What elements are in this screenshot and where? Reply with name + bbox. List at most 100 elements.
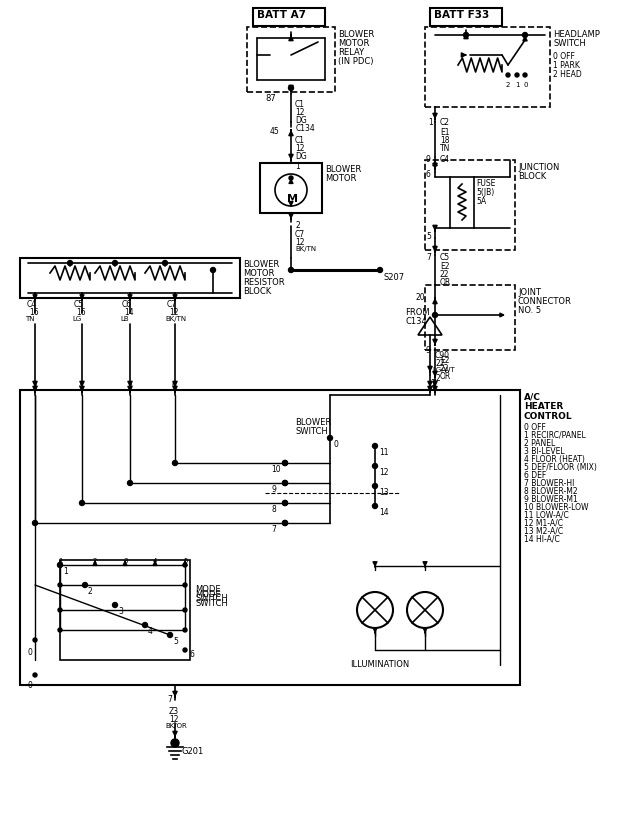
Text: SWITCH: SWITCH xyxy=(295,427,328,436)
Text: 22: 22 xyxy=(440,270,449,279)
Circle shape xyxy=(58,608,62,612)
Text: CONTROL: CONTROL xyxy=(524,412,573,421)
Text: 12: 12 xyxy=(295,144,305,153)
Text: DG: DG xyxy=(295,152,307,161)
Text: 0: 0 xyxy=(28,681,33,690)
Text: BATT A7: BATT A7 xyxy=(257,10,306,20)
Text: 5: 5 xyxy=(426,232,431,241)
Text: CONNECTOR: CONNECTOR xyxy=(518,297,572,306)
Circle shape xyxy=(58,628,62,632)
Text: 7 BLOWER-HI: 7 BLOWER-HI xyxy=(524,479,574,488)
Circle shape xyxy=(289,176,293,180)
Text: 9: 9 xyxy=(271,485,276,494)
Bar xyxy=(260,163,322,213)
Text: 11: 11 xyxy=(379,448,388,457)
Text: TN: TN xyxy=(440,144,451,153)
Text: 2 HEAD: 2 HEAD xyxy=(553,70,582,79)
Text: 1: 1 xyxy=(428,118,433,127)
Text: 1: 1 xyxy=(63,567,68,576)
Text: 11 LOW-A/C: 11 LOW-A/C xyxy=(524,511,569,520)
Circle shape xyxy=(183,648,187,652)
Text: BK/TN: BK/TN xyxy=(165,316,186,322)
Text: 3: 3 xyxy=(32,381,37,390)
Circle shape xyxy=(211,268,216,273)
Bar xyxy=(247,27,335,92)
Bar xyxy=(20,390,520,685)
Text: MOTOR: MOTOR xyxy=(338,39,369,48)
Text: MODE: MODE xyxy=(195,590,221,599)
Circle shape xyxy=(168,632,173,637)
Circle shape xyxy=(143,622,147,627)
Text: 5A: 5A xyxy=(476,197,486,206)
Circle shape xyxy=(282,520,287,525)
Text: OR: OR xyxy=(440,278,451,287)
Text: 7: 7 xyxy=(271,525,276,534)
Text: 1 PARK: 1 PARK xyxy=(553,61,580,70)
Circle shape xyxy=(282,520,287,525)
Bar xyxy=(425,160,515,250)
Text: 4: 4 xyxy=(79,381,84,390)
Circle shape xyxy=(183,583,187,587)
Text: JOINT: JOINT xyxy=(518,288,541,297)
Text: 2: 2 xyxy=(295,221,300,230)
Circle shape xyxy=(113,260,118,265)
Text: RELAY: RELAY xyxy=(338,48,364,57)
Text: 3: 3 xyxy=(118,607,123,616)
Text: 10: 10 xyxy=(271,465,280,474)
Text: BLOWER: BLOWER xyxy=(295,418,332,427)
Text: C7: C7 xyxy=(167,300,177,309)
Text: LB: LB xyxy=(120,316,129,322)
Text: SWITCH: SWITCH xyxy=(195,599,228,608)
Circle shape xyxy=(522,32,527,37)
Text: 22: 22 xyxy=(440,364,449,373)
Bar xyxy=(425,27,550,107)
Text: MOTOR: MOTOR xyxy=(243,269,275,278)
Text: BLOCK: BLOCK xyxy=(518,172,547,181)
Text: 9 BLOWER-M1: 9 BLOWER-M1 xyxy=(524,495,578,504)
Text: 4: 4 xyxy=(153,558,157,564)
Bar xyxy=(450,177,474,228)
Circle shape xyxy=(433,312,438,317)
Circle shape xyxy=(372,504,378,509)
Text: 16: 16 xyxy=(29,308,38,317)
Text: 0: 0 xyxy=(334,440,339,449)
Circle shape xyxy=(183,628,187,632)
Text: FUSE: FUSE xyxy=(476,179,495,188)
Circle shape xyxy=(33,520,38,525)
Text: E2: E2 xyxy=(440,262,449,271)
Text: 0 OFF: 0 OFF xyxy=(553,52,575,61)
Text: C90: C90 xyxy=(435,351,450,360)
Text: 9: 9 xyxy=(426,346,431,355)
Text: 22: 22 xyxy=(435,359,445,368)
Text: 5: 5 xyxy=(183,558,188,564)
Circle shape xyxy=(67,260,72,265)
Text: G201: G201 xyxy=(181,747,204,756)
Bar xyxy=(60,560,190,660)
Text: BLOCK: BLOCK xyxy=(243,287,271,296)
Text: C4: C4 xyxy=(440,155,450,164)
Text: C1: C1 xyxy=(295,136,305,145)
Text: BK/OR: BK/OR xyxy=(165,723,187,729)
Circle shape xyxy=(372,444,378,449)
Text: (IN PDC): (IN PDC) xyxy=(338,57,374,66)
Text: C2: C2 xyxy=(440,118,450,127)
Text: 4 FLOOR (HEAT): 4 FLOOR (HEAT) xyxy=(524,455,585,464)
Text: 7: 7 xyxy=(167,695,172,704)
Text: 12: 12 xyxy=(169,715,179,724)
Circle shape xyxy=(506,73,510,77)
Text: A/C: A/C xyxy=(524,392,541,401)
Text: 6: 6 xyxy=(426,170,431,179)
Bar xyxy=(20,258,240,298)
Text: 4: 4 xyxy=(148,627,153,636)
Text: OR: OR xyxy=(440,372,451,381)
Text: C6: C6 xyxy=(122,300,132,309)
Text: 13 M2-A/C: 13 M2-A/C xyxy=(524,527,563,536)
Text: C4: C4 xyxy=(27,300,37,309)
Text: SWITCH: SWITCH xyxy=(553,39,586,48)
Circle shape xyxy=(275,174,307,206)
Circle shape xyxy=(289,268,294,273)
Text: 10 BLOWER-LOW: 10 BLOWER-LOW xyxy=(524,503,589,512)
Circle shape xyxy=(282,500,287,505)
Text: LG/WT: LG/WT xyxy=(432,367,455,373)
Text: 2: 2 xyxy=(506,82,510,88)
